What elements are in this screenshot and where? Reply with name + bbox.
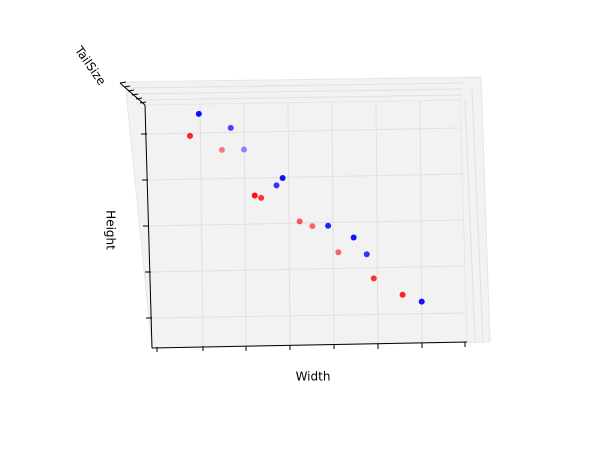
panes	[124, 76, 491, 349]
point	[240, 146, 247, 153]
x-axis-label: Width	[296, 370, 331, 384]
pane-edge	[139, 94, 463, 101]
point	[227, 124, 234, 131]
point	[418, 298, 425, 305]
grid-line	[146, 173, 464, 181]
front-pane	[144, 99, 468, 349]
point	[279, 175, 286, 182]
point	[273, 182, 280, 189]
z-axis-label: TailSize	[71, 43, 108, 88]
grid-line	[150, 312, 467, 319]
z-tick-marks	[119, 81, 147, 104]
point	[296, 218, 303, 225]
point	[325, 222, 332, 229]
point	[363, 251, 370, 258]
grid-line	[243, 102, 247, 347]
point	[251, 192, 258, 199]
grid-line	[331, 101, 335, 346]
grid-line	[145, 127, 462, 135]
pane-edge	[464, 99, 476, 341]
grid-line	[147, 219, 465, 227]
axes	[119, 81, 468, 352]
point	[187, 132, 194, 139]
grid-line	[375, 100, 379, 345]
x-tick-marks	[156, 342, 466, 352]
point	[350, 234, 357, 241]
point	[370, 275, 377, 282]
x-axis	[151, 341, 468, 349]
point	[218, 146, 225, 153]
y-tick-marks	[141, 133, 152, 319]
y-axis-label: Height	[104, 210, 118, 250]
grid-line	[287, 102, 291, 346]
point	[195, 110, 202, 117]
grid-line	[199, 103, 204, 348]
point	[309, 223, 316, 230]
point	[335, 249, 342, 256]
pane-edge	[134, 88, 464, 95]
point	[399, 291, 406, 298]
point	[258, 194, 265, 201]
pane-edge	[129, 82, 464, 89]
pane-edge	[471, 89, 484, 342]
